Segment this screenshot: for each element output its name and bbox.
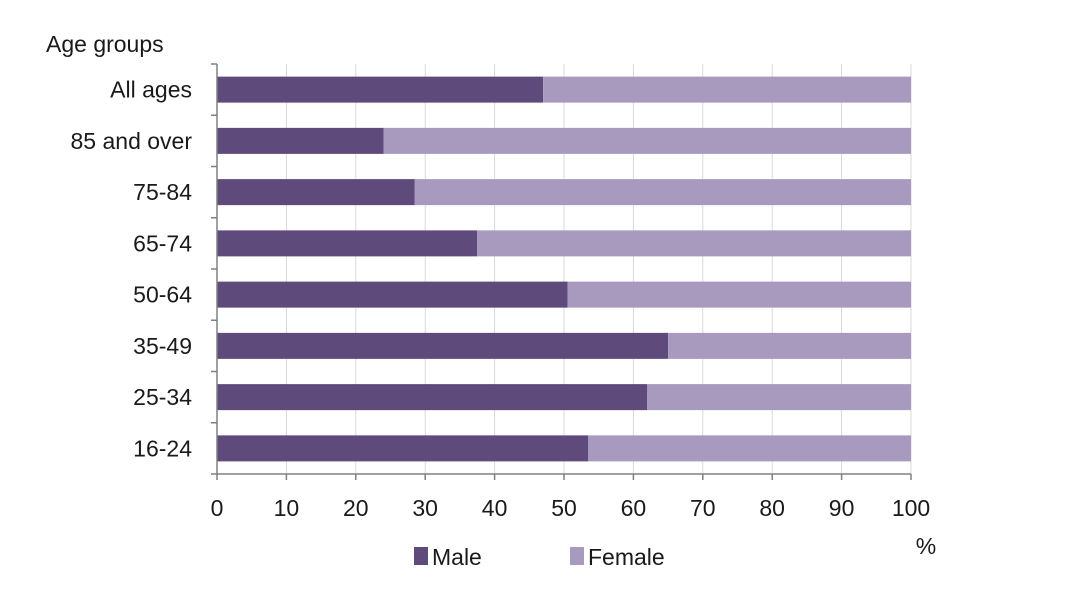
x-tick-label-100: 100: [892, 495, 930, 521]
category-label-6: 25-34: [133, 384, 192, 410]
bar-male-3: [217, 230, 478, 257]
x-tick-label-10: 10: [274, 495, 300, 521]
bar-male-6: [217, 384, 648, 411]
category-label-7: 16-24: [133, 435, 192, 461]
x-tick-label-40: 40: [482, 495, 508, 521]
x-tick-label-60: 60: [621, 495, 647, 521]
bar-male-1: [217, 127, 384, 154]
legend: Male Female: [414, 544, 665, 570]
bar-female-5: [668, 332, 911, 359]
x-tick-label-0: 0: [211, 495, 224, 521]
bar-male-5: [217, 332, 669, 359]
legend-swatch-male: [414, 547, 428, 565]
bar-female-4: [567, 281, 911, 308]
x-tick-label-70: 70: [690, 495, 716, 521]
axes: [211, 63, 912, 480]
x-tick-label-80: 80: [759, 495, 785, 521]
x-tick-label-20: 20: [343, 495, 369, 521]
x-tick-labels: 0 10 20 30 40 50 60 70 80 90 100: [211, 495, 931, 521]
legend-label-female: Female: [588, 544, 665, 570]
legend-label-male: Male: [432, 544, 482, 570]
x-tick-label-30: 30: [412, 495, 438, 521]
category-label-5: 35-49: [133, 333, 192, 359]
legend-swatch-female: [570, 547, 584, 565]
bar-female-2: [414, 179, 911, 206]
grid-lines: [285, 64, 912, 474]
bar-female-1: [383, 127, 911, 154]
bar-female-7: [588, 435, 911, 462]
bar-female-3: [477, 230, 911, 257]
bar-male-7: [217, 435, 589, 462]
bar-female-6: [647, 384, 911, 411]
category-label-2: 75-84: [133, 179, 192, 205]
x-tick-label-50: 50: [551, 495, 577, 521]
category-label-1: 85 and over: [71, 128, 193, 154]
category-label-4: 50-64: [133, 282, 192, 308]
category-labels: All ages 85 and over 75-84 65-74 50-64 35-49 2…: [71, 77, 193, 462]
bar-female-0: [543, 76, 911, 103]
y-axis-title: Age groups: [46, 31, 164, 57]
bar-male-4: [217, 281, 568, 308]
bars: [217, 76, 911, 462]
bar-male-2: [217, 179, 415, 206]
category-label-3: 65-74: [133, 230, 192, 256]
bar-male-0: [217, 76, 544, 103]
x-unit-label: %: [916, 533, 936, 559]
x-tick-label-90: 90: [829, 495, 855, 521]
category-label-0: All ages: [110, 77, 192, 103]
